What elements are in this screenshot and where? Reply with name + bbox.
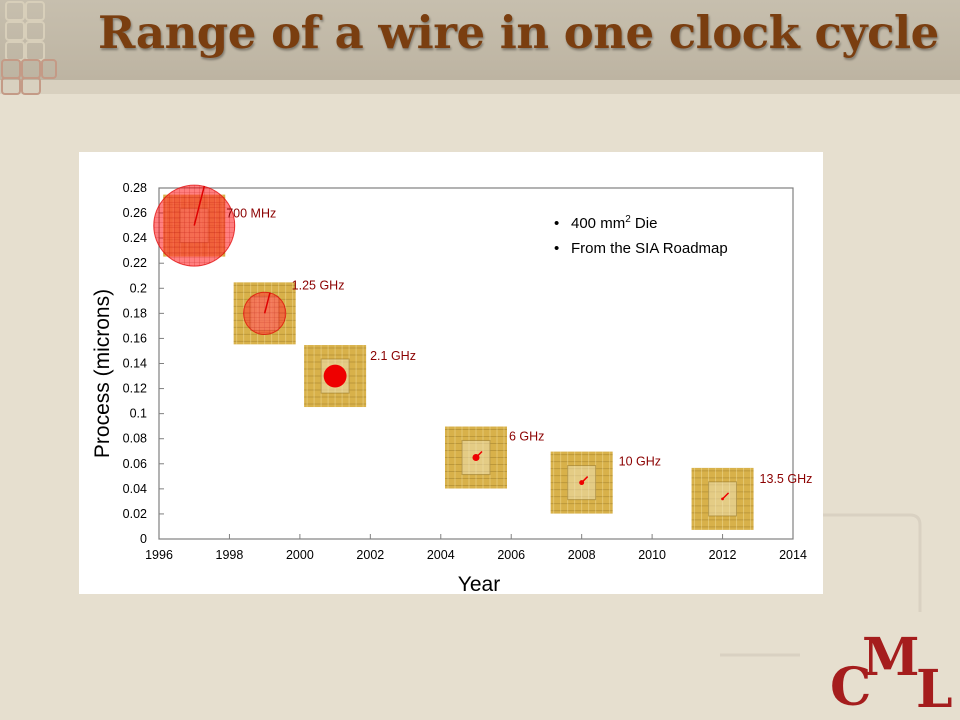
note-superscript: 2 [625,214,631,225]
die-image [550,451,613,514]
title-underband [0,80,960,94]
note-main: From the SIA Roadmap [571,240,728,257]
note-bullet: • [554,215,559,232]
y-tick-label: 0.1 [130,407,147,421]
logo-letter-c: C [830,657,872,718]
y-tick-label: 0 [140,532,147,546]
radius-line [722,492,730,500]
y-tick-label: 0.14 [123,357,147,371]
note-main: 400 mm [571,215,625,232]
radius-line [581,476,589,484]
y-tick-label: 0.24 [123,231,147,245]
radius-line [193,185,206,226]
x-tick-label: 2012 [709,548,737,562]
x-tick-label: 2002 [356,548,384,562]
y-tick-label: 0.08 [123,432,147,446]
note-suffix: Die [631,215,658,232]
y-tick-label: 0.04 [123,482,147,496]
logo-letter-l: L [916,659,953,720]
logo-letter-m: M [862,627,920,688]
x-axis-title: Year [458,573,500,594]
y-tick-label: 0.26 [123,206,147,220]
point-label: 13.5 GHz [760,472,813,486]
note-text: 400 mm2 Die [571,214,657,232]
x-tick-label: 1996 [145,548,173,562]
y-tick-label: 0.22 [123,256,147,270]
radius-line [263,292,271,314]
x-tick-label: 1998 [216,548,244,562]
y-tick-label: 0.28 [123,181,147,195]
title-bar [0,0,960,80]
cml-logo: C M L [822,612,960,720]
reach-circle [153,184,236,267]
y-axis-title: Process (microns) [91,289,114,458]
slide-title: Range of a wire in one clock cycle [98,6,939,59]
note-bullet: • [554,240,559,257]
point-label: 2.1 GHz [370,349,416,363]
die-image [691,467,754,530]
y-tick-label: 0.16 [123,331,147,345]
point-label: 10 GHz [619,455,661,469]
chart-panel: 0 0.02 0.04 0.06 0.08 0.1 0.12 0.14 0.16 0.18 0.2 0… [79,152,823,594]
point-label: 1.25 GHz [292,278,345,292]
point-label: 6 GHz [509,430,544,444]
y-tick-label: 0.02 [123,507,147,521]
x-tick-label: 2000 [286,548,314,562]
point-label: 700 MHz [226,207,276,221]
y-tick-label: 0.12 [123,382,147,396]
y-tick-label: 0.2 [130,281,147,295]
corner-ornament [1,1,57,95]
die-image [304,345,367,408]
x-tick-label: 2010 [638,548,666,562]
x-tick-label: 2008 [568,548,596,562]
radius-line [334,369,342,377]
x-tick-label: 2006 [497,548,525,562]
x-tick-label: 2004 [427,548,455,562]
x-tick-label: 2014 [779,548,807,562]
y-tick-label: 0.06 [123,457,147,471]
process-vs-year-chart: 0 0.02 0.04 0.06 0.08 0.1 0.12 0.14 0.16 0.18 0.2 0… [91,181,813,594]
y-tick-label: 0.18 [123,306,147,320]
note-text: From the SIA Roadmap [571,240,728,257]
radius-line [475,450,483,459]
reach-circle [243,291,287,335]
